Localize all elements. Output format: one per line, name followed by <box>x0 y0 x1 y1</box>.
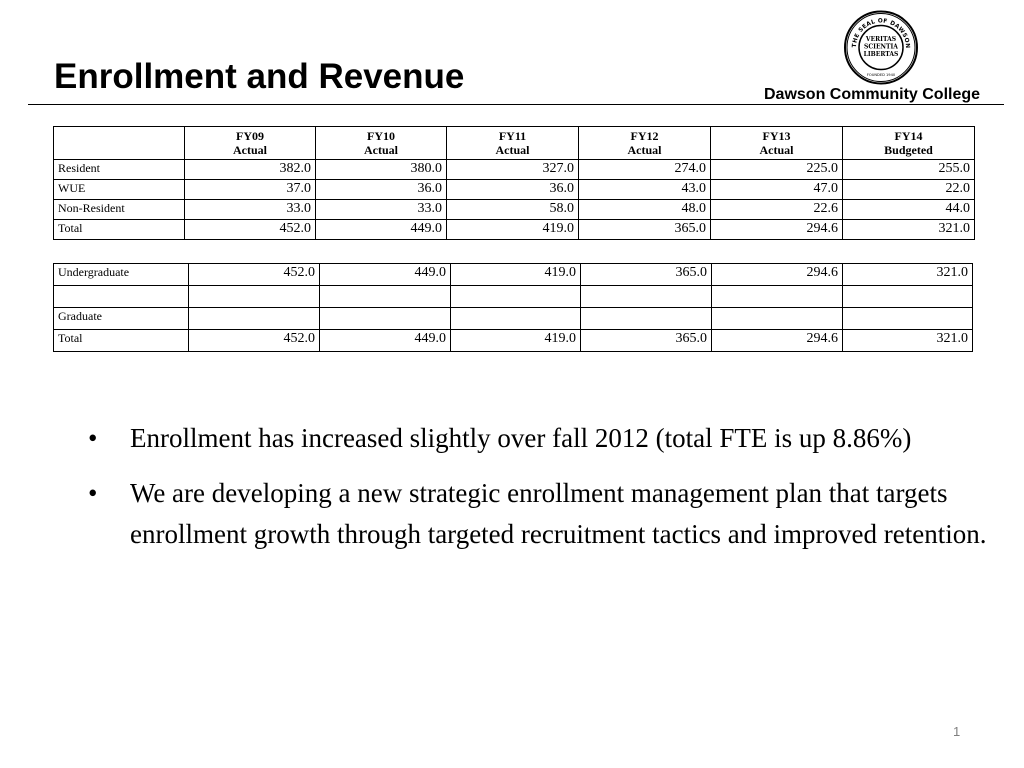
table-cell <box>580 307 712 330</box>
table-cell <box>319 285 451 308</box>
bullet-item: • We are developing a new strategic enro… <box>88 473 988 555</box>
table-cell <box>188 307 320 330</box>
table-cell: 33.0 <box>315 199 447 220</box>
table-cell <box>711 307 843 330</box>
table-cell: 452.0 <box>188 263 320 286</box>
table-cell: 321.0 <box>842 263 973 286</box>
table-cell <box>842 285 973 308</box>
table-row-resident: Resident 382.0 380.0 327.0 274.0 225.0 2… <box>53 159 975 180</box>
table-cell <box>580 285 712 308</box>
table-cell: 452.0 <box>188 329 320 352</box>
row-label <box>53 285 189 308</box>
table-cell: 419.0 <box>446 219 579 240</box>
table-row-empty <box>53 285 973 308</box>
bullet-text: We are developing a new strategic enroll… <box>130 478 987 549</box>
row-label: Graduate <box>53 307 189 330</box>
table-cell: 294.6 <box>711 329 843 352</box>
table-cell: 294.6 <box>711 263 843 286</box>
header-cell-fy11: FY11 Actual <box>446 126 579 160</box>
page-number: 1 <box>953 724 961 739</box>
college-name: Dawson Community College <box>764 86 981 103</box>
table-cell: 419.0 <box>450 329 581 352</box>
table-row-total: Total 452.0 449.0 419.0 365.0 294.6 321.… <box>53 219 975 240</box>
table-cell: 380.0 <box>315 159 447 180</box>
table-cell: 449.0 <box>319 263 451 286</box>
header-cell-empty <box>53 126 185 160</box>
table-cell: 43.0 <box>578 179 711 200</box>
table-cell <box>319 307 451 330</box>
enrollment-by-residency-table: FY09 Actual FY10 Actual FY11 Actual FY12 Act… <box>53 126 975 240</box>
header-cell-fy09: FY09 Actual <box>184 126 316 160</box>
table-row-wue: WUE 37.0 36.0 36.0 43.0 47.0 22.0 <box>53 179 975 200</box>
header-cell-fy14: FY14 Budgeted <box>842 126 975 160</box>
table-cell: 225.0 <box>710 159 843 180</box>
table-cell: 419.0 <box>450 263 581 286</box>
header-cell-fy13: FY13 Actual <box>710 126 843 160</box>
table-cell: 255.0 <box>842 159 975 180</box>
table-cell: 58.0 <box>446 199 579 220</box>
table-cell: 37.0 <box>184 179 316 200</box>
table-cell: 365.0 <box>580 329 712 352</box>
enrollment-by-level-table: Undergraduate 452.0 449.0 419.0 365.0 29… <box>53 263 973 352</box>
header-cell-fy12: FY12 Actual <box>578 126 711 160</box>
bullet-item: • Enrollment has increased slightly over… <box>88 418 988 459</box>
table-cell: 274.0 <box>578 159 711 180</box>
table-cell <box>711 285 843 308</box>
table-cell: 36.0 <box>315 179 447 200</box>
table-cell <box>842 307 973 330</box>
bullet-dot: • <box>88 423 98 453</box>
svg-text:VERITAS: VERITAS <box>865 36 896 43</box>
bullet-list: • Enrollment has increased slightly over… <box>88 418 988 569</box>
slide-title: Enrollment and Revenue <box>54 57 465 96</box>
row-label: Total <box>53 219 185 240</box>
row-label: Non-Resident <box>53 199 185 220</box>
table-cell: 294.6 <box>710 219 843 240</box>
table-cell <box>450 307 581 330</box>
title-divider <box>28 104 1004 105</box>
table-cell: 449.0 <box>319 329 451 352</box>
row-label: Total <box>53 329 189 352</box>
table-cell: 47.0 <box>710 179 843 200</box>
table-header-row: FY09 Actual FY10 Actual FY11 Actual FY12 Act… <box>53 126 975 160</box>
table-cell: 365.0 <box>578 219 711 240</box>
svg-text:SCIENTIA: SCIENTIA <box>864 44 898 51</box>
table-row-total: Total 452.0 449.0 419.0 365.0 294.6 321.… <box>53 329 973 352</box>
college-seal-logo: THE SEAL OF DAWSON COMMUNITY COLLEGE VER… <box>836 10 918 85</box>
table-cell <box>450 285 581 308</box>
row-label: Resident <box>53 159 185 180</box>
header-cell-fy10: FY10 Actual <box>315 126 447 160</box>
table-cell <box>188 285 320 308</box>
table-row-non-resident: Non-Resident 33.0 33.0 58.0 48.0 22.6 44… <box>53 199 975 220</box>
table-cell: 44.0 <box>842 199 975 220</box>
table-cell: 452.0 <box>184 219 316 240</box>
row-label: WUE <box>53 179 185 200</box>
bullet-text: Enrollment has increased slightly over f… <box>130 423 912 453</box>
svg-text:FOUNDED 1940: FOUNDED 1940 <box>867 73 896 77</box>
row-label: Undergraduate <box>53 263 189 286</box>
table-cell: 22.6 <box>710 199 843 220</box>
table-cell: 33.0 <box>184 199 316 220</box>
table-cell: 22.0 <box>842 179 975 200</box>
bullet-dot: • <box>88 478 98 508</box>
table-cell: 48.0 <box>578 199 711 220</box>
table-cell: 321.0 <box>842 219 975 240</box>
table-cell: 449.0 <box>315 219 447 240</box>
table-cell: 365.0 <box>580 263 712 286</box>
table-cell: 321.0 <box>842 329 973 352</box>
table-cell: 36.0 <box>446 179 579 200</box>
table-cell: 382.0 <box>184 159 316 180</box>
table-cell: 327.0 <box>446 159 579 180</box>
table-row-graduate: Graduate <box>53 307 973 330</box>
table-row-undergraduate: Undergraduate 452.0 449.0 419.0 365.0 29… <box>53 263 973 286</box>
svg-text:LIBERTAS: LIBERTAS <box>864 51 899 58</box>
